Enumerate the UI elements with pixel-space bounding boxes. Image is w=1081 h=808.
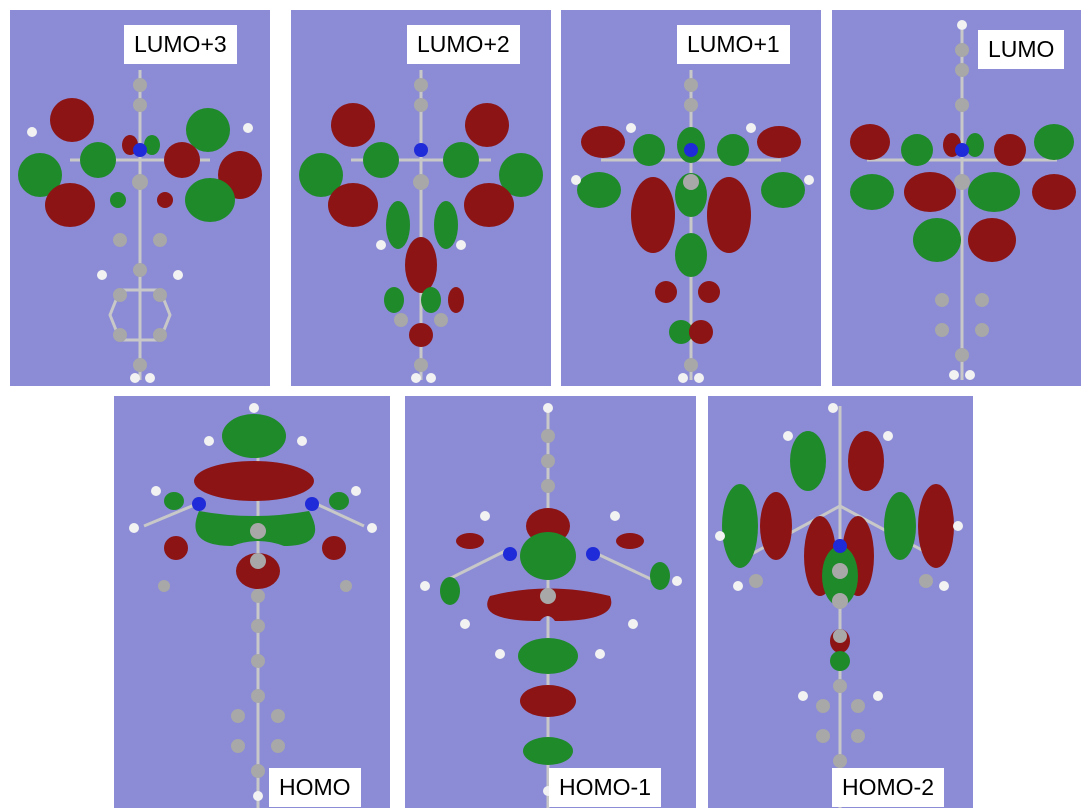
orbital-lobes xyxy=(577,126,805,344)
orbital-lobes xyxy=(850,124,1076,262)
orbital-lobes xyxy=(299,103,543,347)
panel-label: HOMO-2 xyxy=(832,768,944,807)
panel-homo-2: HOMO-2 xyxy=(708,396,973,808)
atoms xyxy=(935,20,989,380)
orbital-lobes xyxy=(18,98,262,227)
orbital-image-homo-1 xyxy=(420,403,682,808)
panel-lumo-plus-2: LUMO+2 xyxy=(291,10,551,386)
panel-label: LUMO+2 xyxy=(407,25,520,64)
panel-label: HOMO-1 xyxy=(549,768,661,807)
atoms xyxy=(129,403,377,801)
atoms xyxy=(715,403,963,768)
atoms xyxy=(420,403,682,796)
orbital-lobes xyxy=(440,508,670,765)
molecule-skeleton xyxy=(867,30,1057,380)
orbital-image-lumo-plus-2 xyxy=(299,70,543,383)
orbital-image-homo-2 xyxy=(715,403,963,808)
orbital-lobes xyxy=(722,431,954,671)
atoms xyxy=(571,78,814,383)
atoms xyxy=(376,78,466,383)
atoms xyxy=(27,78,253,383)
panel-homo: HOMO xyxy=(114,396,390,808)
panel-label: HOMO xyxy=(269,768,361,807)
panel-lumo-plus-3: LUMO+3 xyxy=(10,10,270,386)
panel-lumo-plus-1: LUMO+1 xyxy=(561,10,821,386)
orbital-image-homo xyxy=(129,403,377,808)
panel-label: LUMO+3 xyxy=(124,25,237,64)
orbital-image-lumo xyxy=(850,20,1076,380)
panel-homo-1: HOMO-1 xyxy=(405,396,696,808)
orbital-image-lumo-plus-3 xyxy=(18,70,262,383)
orbital-lobes xyxy=(164,414,349,589)
panel-label: LUMO+1 xyxy=(677,25,790,64)
panel-lumo: LUMO xyxy=(832,10,1081,386)
panel-label: LUMO xyxy=(978,30,1065,69)
orbital-image-lumo-plus-1 xyxy=(571,70,814,383)
